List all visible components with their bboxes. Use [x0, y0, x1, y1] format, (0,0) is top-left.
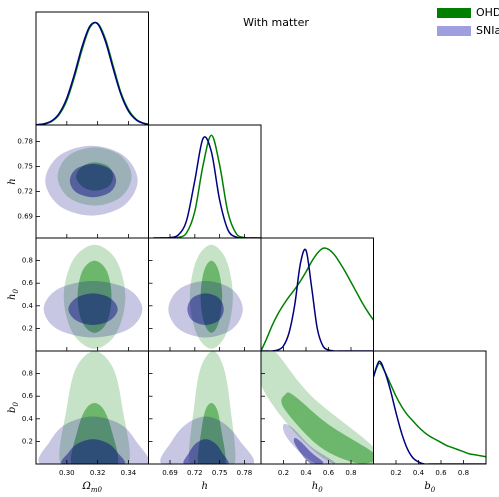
axis-label: h0 — [312, 481, 323, 495]
panel-frame — [373, 350, 487, 465]
x-tick-label: 0.30 — [59, 469, 75, 477]
panel — [160, 351, 255, 464]
x-tick-label: 0.32 — [90, 469, 106, 477]
contour — [187, 293, 224, 326]
density-line — [373, 360, 486, 464]
contour — [43, 280, 143, 338]
panel — [261, 247, 374, 351]
y-tick-label: 0.8 — [22, 370, 33, 378]
contour — [69, 164, 117, 198]
x-tick-label: 0.78 — [237, 469, 253, 477]
contour — [59, 351, 130, 464]
axis-label: h — [7, 178, 18, 184]
axis-subscript: 0 — [318, 486, 323, 494]
contour — [188, 351, 236, 464]
panel — [261, 351, 374, 464]
axis-symbol: Ω — [82, 481, 91, 492]
x-tick-label: 0.75 — [212, 469, 228, 477]
y-tick-label: 0.72 — [17, 187, 33, 195]
axis-subscript: m0 — [91, 486, 103, 494]
contour — [281, 392, 374, 464]
density-line — [36, 21, 149, 125]
contour — [38, 416, 149, 464]
contour — [282, 423, 336, 464]
panel-frame — [148, 124, 262, 239]
axis-symbol: b — [424, 481, 430, 492]
y-tick-label: 0.2 — [22, 437, 33, 445]
axis-symbol: h — [7, 178, 18, 184]
legend-swatch — [437, 8, 471, 18]
axis-subscript: 0 — [431, 486, 436, 494]
y-tick-label: 0.6 — [22, 392, 34, 400]
axis-symbol: h — [202, 481, 208, 492]
contour — [77, 260, 112, 333]
axis-subscript: 0 — [12, 289, 20, 294]
chart-title: With matter — [243, 16, 309, 29]
x-tick-label: 0.69 — [162, 469, 178, 477]
x-tick-label: 0.2 — [278, 469, 289, 477]
y-tick-label: 0.2 — [22, 324, 33, 332]
panel — [36, 21, 149, 125]
contour — [61, 439, 125, 464]
y-tick-label: 0.8 — [22, 257, 33, 265]
axis-label: h — [202, 481, 208, 492]
panel-frame — [35, 11, 149, 126]
axis-symbol: h — [312, 481, 318, 492]
density-line — [261, 248, 374, 351]
y-tick-label: 0.4 — [22, 415, 34, 423]
panel-frame — [260, 237, 374, 352]
panel — [168, 244, 243, 349]
contour — [189, 244, 233, 349]
panel — [43, 244, 143, 349]
y-tick-label: 0.4 — [22, 302, 34, 310]
x-tick-label: 0.4 — [300, 469, 312, 477]
contour — [45, 145, 138, 216]
density-line — [153, 136, 261, 238]
contour — [68, 293, 118, 326]
axis-label: b0 — [7, 402, 21, 413]
y-tick-label: 0.69 — [17, 212, 33, 220]
x-tick-label: 0.6 — [323, 469, 335, 477]
x-tick-label: 0.8 — [458, 469, 469, 477]
density-line — [36, 21, 149, 125]
x-tick-label: 0.6 — [435, 469, 447, 477]
density-line — [153, 134, 261, 238]
y-tick-label: 0.6 — [22, 279, 34, 287]
x-tick-label: 0.8 — [345, 469, 356, 477]
axis-label: b0 — [424, 481, 435, 495]
legend-label: OHD — [476, 6, 499, 19]
density-line — [261, 247, 374, 351]
axis-symbol: h — [7, 294, 18, 300]
y-tick-label: 0.75 — [17, 163, 33, 171]
contour — [183, 439, 229, 464]
legend-swatch — [437, 26, 471, 36]
y-tick-label: 0.78 — [17, 138, 33, 146]
density-line — [373, 362, 486, 458]
panel — [153, 134, 261, 238]
panel — [38, 351, 149, 464]
panel — [373, 360, 486, 464]
contour — [57, 147, 132, 206]
axis-label: Ωm0 — [82, 481, 103, 495]
legend-label: SNIa — [476, 24, 499, 37]
contour — [76, 162, 114, 191]
x-tick-label: 0.34 — [121, 469, 137, 477]
contour — [63, 244, 126, 349]
contour — [261, 351, 374, 464]
x-tick-label: 0.4 — [413, 469, 425, 477]
panel — [45, 145, 138, 216]
axis-symbol: b — [7, 407, 18, 413]
panel-frame — [260, 350, 374, 465]
contour — [70, 402, 119, 464]
contour — [160, 416, 255, 464]
axis-label: h0 — [7, 289, 21, 300]
x-tick-label: 0.2 — [390, 469, 401, 477]
contour — [200, 260, 223, 333]
contour — [168, 280, 243, 338]
axis-subscript: 0 — [12, 402, 20, 407]
contour — [293, 437, 324, 464]
x-tick-label: 0.72 — [187, 469, 203, 477]
contour — [197, 402, 226, 464]
